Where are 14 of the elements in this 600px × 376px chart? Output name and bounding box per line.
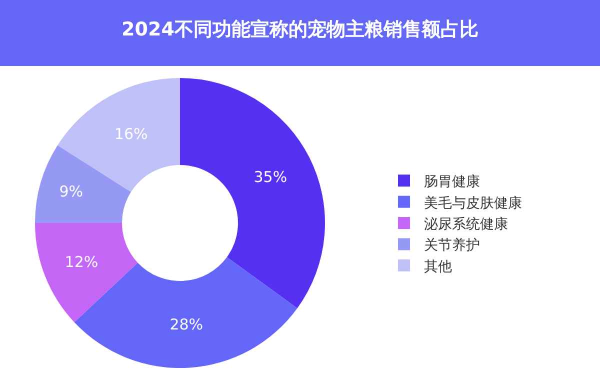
chart-title: 2024不同功能宣称的宠物主粮销售额占比 (122, 18, 478, 41)
data-label: 9% (59, 182, 84, 200)
legend-label: 美毛与皮肤健康 (424, 195, 522, 212)
legend-label: 关节养护 (424, 238, 480, 254)
legend-label: 泌尿系统健康 (424, 216, 508, 232)
data-label: 16% (114, 125, 148, 144)
donut-slice (180, 78, 325, 308)
data-label: 35% (254, 168, 288, 186)
donut-slice (35, 223, 138, 322)
legend-label: 肠胃健康 (424, 174, 480, 190)
donut-slice (35, 145, 132, 223)
legend-label: 其他 (424, 258, 452, 275)
data-label: 12% (64, 253, 98, 272)
data-label: 28% (170, 315, 204, 334)
